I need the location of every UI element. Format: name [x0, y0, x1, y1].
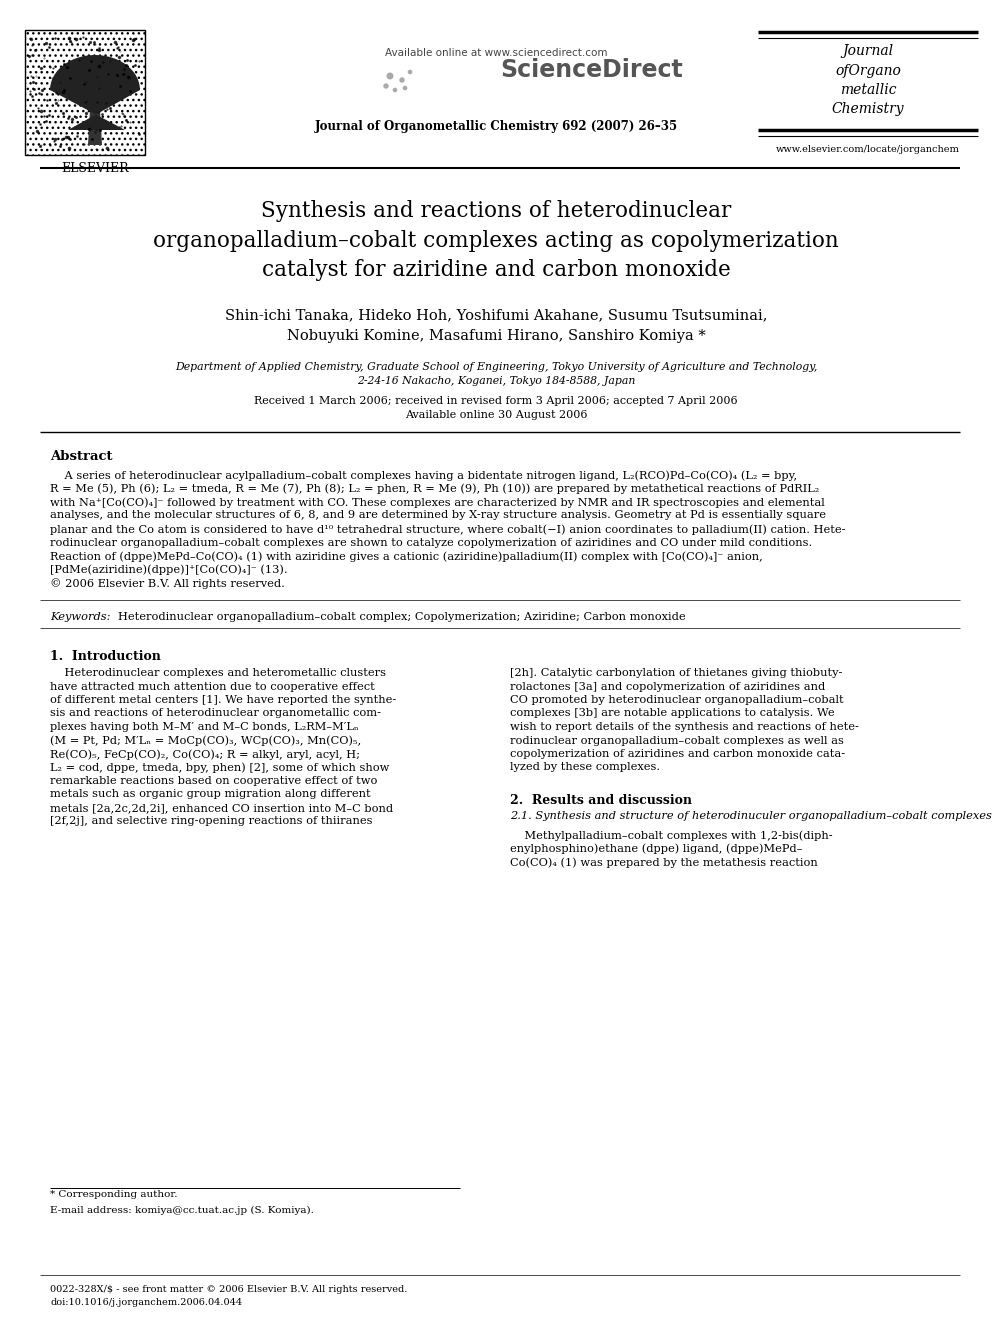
- Text: [PdMe(aziridine)(dppe)]⁺[Co(CO)₄]⁻ (13).: [PdMe(aziridine)(dppe)]⁺[Co(CO)₄]⁻ (13).: [50, 565, 288, 576]
- Text: [2h]. Catalytic carbonylation of thietanes giving thiobuty-: [2h]. Catalytic carbonylation of thietan…: [510, 668, 842, 677]
- Text: ScienceDirect: ScienceDirect: [500, 58, 682, 82]
- Text: metals [2a,2c,2d,2i], enhanced CO insertion into M–C bond: metals [2a,2c,2d,2i], enhanced CO insert…: [50, 803, 393, 814]
- Polygon shape: [88, 110, 102, 146]
- Text: metals such as organic group migration along different: metals such as organic group migration a…: [50, 790, 371, 799]
- Text: sis and reactions of heterodinuclear organometallic com-: sis and reactions of heterodinuclear org…: [50, 709, 381, 718]
- Text: L₂ = cod, dppe, tmeda, bpy, phen) [2], some of which show: L₂ = cod, dppe, tmeda, bpy, phen) [2], s…: [50, 762, 390, 773]
- Text: Reaction of (dppe)MePd–Co(CO)₄ (1) with aziridine gives a cationic (aziridine)pa: Reaction of (dppe)MePd–Co(CO)₄ (1) with …: [50, 550, 763, 561]
- Text: rolactones [3a] and copolymerization of aziridines and: rolactones [3a] and copolymerization of …: [510, 681, 825, 692]
- Text: Shin-ichi Tanaka, Hideko Hoh, Yoshifumi Akahane, Susumu Tsutsuminai,
Nobuyuki Ko: Shin-ichi Tanaka, Hideko Hoh, Yoshifumi …: [225, 308, 767, 343]
- Text: complexes [3b] are notable applications to catalysis. We: complexes [3b] are notable applications …: [510, 709, 834, 718]
- Text: CO promoted by heterodinuclear organopalladium–cobalt: CO promoted by heterodinuclear organopal…: [510, 695, 843, 705]
- Circle shape: [387, 73, 393, 79]
- Text: © 2006 Elsevier B.V. All rights reserved.: © 2006 Elsevier B.V. All rights reserved…: [50, 578, 285, 589]
- Text: E-mail address: komiya@cc.tuat.ac.jp (S. Komiya).: E-mail address: komiya@cc.tuat.ac.jp (S.…: [50, 1207, 313, 1215]
- Text: Department of Applied Chemistry, Graduate School of Engineering, Tokyo Universit: Department of Applied Chemistry, Graduat…: [175, 363, 817, 372]
- Text: doi:10.1016/j.jorganchem.2006.04.044: doi:10.1016/j.jorganchem.2006.04.044: [50, 1298, 242, 1307]
- Circle shape: [404, 86, 407, 90]
- Text: Co(CO)₄ (1) was prepared by the metathesis reaction: Co(CO)₄ (1) was prepared by the metathes…: [510, 857, 817, 868]
- Text: rodinuclear organopalladium–cobalt complexes as well as: rodinuclear organopalladium–cobalt compl…: [510, 736, 844, 745]
- Text: copolymerization of aziridines and carbon monoxide cata-: copolymerization of aziridines and carbo…: [510, 749, 845, 759]
- Text: lyzed by these complexes.: lyzed by these complexes.: [510, 762, 660, 773]
- Text: Journal: Journal: [842, 44, 894, 58]
- Text: Available online at www.sciencedirect.com: Available online at www.sciencedirect.co…: [385, 48, 607, 58]
- Text: 0022-328X/$ - see front matter © 2006 Elsevier B.V. All rights reserved.: 0022-328X/$ - see front matter © 2006 El…: [50, 1285, 408, 1294]
- Bar: [25, 30, 145, 155]
- Text: 2-24-16 Nakacho, Koganei, Tokyo 184-8588, Japan: 2-24-16 Nakacho, Koganei, Tokyo 184-8588…: [357, 376, 635, 386]
- Text: Heterodinuclear complexes and heterometallic clusters: Heterodinuclear complexes and heterometa…: [50, 668, 386, 677]
- Text: wish to report details of the synthesis and reactions of hete-: wish to report details of the synthesis …: [510, 722, 859, 732]
- Text: R = Me (5), Ph (6); L₂ = tmeda, R = Me (7), Ph (8); L₂ = phen, R = Me (9), Ph (1: R = Me (5), Ph (6); L₂ = tmeda, R = Me (…: [50, 483, 819, 493]
- Text: analyses, and the molecular structures of 6, 8, and 9 are determined by X-ray st: analyses, and the molecular structures o…: [50, 511, 826, 520]
- Circle shape: [400, 78, 404, 82]
- Text: metallic: metallic: [840, 83, 896, 97]
- Text: Re(CO)₅, FeCp(CO)₂, Co(CO)₄; R = alkyl, aryl, acyl, H;: Re(CO)₅, FeCp(CO)₂, Co(CO)₄; R = alkyl, …: [50, 749, 360, 759]
- Text: Keywords:: Keywords:: [50, 613, 110, 622]
- Text: 2.1. Synthesis and structure of heterodinuculer organopalladium–cobalt complexes: 2.1. Synthesis and structure of heterodi…: [510, 811, 992, 822]
- Text: ELSEVIER: ELSEVIER: [62, 161, 129, 175]
- Text: enylphosphino)ethane (dppe) ligand, (dppe)MePd–: enylphosphino)ethane (dppe) ligand, (dpp…: [510, 844, 803, 855]
- Text: www.elsevier.com/locate/jorganchem: www.elsevier.com/locate/jorganchem: [776, 146, 960, 153]
- Text: [2f,2j], and selective ring-opening reactions of thiiranes: [2f,2j], and selective ring-opening reac…: [50, 816, 373, 827]
- Text: * Corresponding author.: * Corresponding author.: [50, 1189, 178, 1199]
- Text: Heterodinuclear organopalladium–cobalt complex; Copolymerization; Aziridine; Car: Heterodinuclear organopalladium–cobalt c…: [118, 613, 685, 622]
- Text: Journal of Organometallic Chemistry 692 (2007) 26–35: Journal of Organometallic Chemistry 692 …: [314, 120, 678, 134]
- Polygon shape: [50, 56, 140, 130]
- Text: remarkable reactions based on cooperative effect of two: remarkable reactions based on cooperativ…: [50, 777, 377, 786]
- Circle shape: [384, 83, 388, 89]
- Text: with Na⁺[Co(CO)₄]⁻ followed by treatment with CO. These complexes are characteri: with Na⁺[Co(CO)₄]⁻ followed by treatment…: [50, 497, 824, 508]
- Text: Chemistry: Chemistry: [831, 102, 905, 116]
- Text: A series of heterodinuclear acylpalladium–cobalt complexes having a bidentate ni: A series of heterodinuclear acylpalladiu…: [50, 470, 798, 480]
- Text: 1.  Introduction: 1. Introduction: [50, 650, 161, 663]
- Text: 2.  Results and discussion: 2. Results and discussion: [510, 794, 692, 807]
- Circle shape: [409, 70, 412, 74]
- Text: ofOrgano: ofOrgano: [835, 64, 901, 78]
- Text: rodinuclear organopalladium–cobalt complexes are shown to catalyze copolymerizat: rodinuclear organopalladium–cobalt compl…: [50, 537, 812, 548]
- Text: of different metal centers [1]. We have reported the synthe-: of different metal centers [1]. We have …: [50, 695, 396, 705]
- Text: Methylpalladium–cobalt complexes with 1,2-bis(diph-: Methylpalladium–cobalt complexes with 1,…: [510, 830, 832, 840]
- Text: Received 1 March 2006; received in revised form 3 April 2006; accepted 7 April 2: Received 1 March 2006; received in revis…: [254, 396, 738, 406]
- Text: Abstract: Abstract: [50, 450, 112, 463]
- Text: have attracted much attention due to cooperative effect: have attracted much attention due to coo…: [50, 681, 375, 692]
- Text: Available online 30 August 2006: Available online 30 August 2006: [405, 410, 587, 419]
- Text: planar and the Co atom is considered to have d¹⁰ tetrahedral structure, where co: planar and the Co atom is considered to …: [50, 524, 845, 534]
- Text: Synthesis and reactions of heterodinuclear
organopalladium–cobalt complexes acti: Synthesis and reactions of heterodinucle…: [153, 200, 839, 282]
- Text: (M = Pt, Pd; M′Lₙ = MoCp(CO)₃, WCp(CO)₃, Mn(CO)₅,: (M = Pt, Pd; M′Lₙ = MoCp(CO)₃, WCp(CO)₃,…: [50, 736, 361, 746]
- Circle shape: [394, 89, 397, 91]
- Text: plexes having both M–M′ and M–C bonds, L₂RM–M′Lₙ: plexes having both M–M′ and M–C bonds, L…: [50, 722, 359, 732]
